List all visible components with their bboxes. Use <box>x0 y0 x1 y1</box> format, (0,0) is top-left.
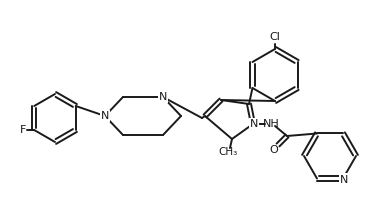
Text: O: O <box>270 145 278 155</box>
Text: N: N <box>101 111 109 121</box>
Text: N: N <box>250 119 258 129</box>
Text: N: N <box>340 174 348 184</box>
Text: NH: NH <box>262 119 279 129</box>
Text: Cl: Cl <box>270 32 280 42</box>
Text: CH₃: CH₃ <box>218 147 238 157</box>
Text: N: N <box>159 92 167 102</box>
Text: F: F <box>20 125 26 135</box>
